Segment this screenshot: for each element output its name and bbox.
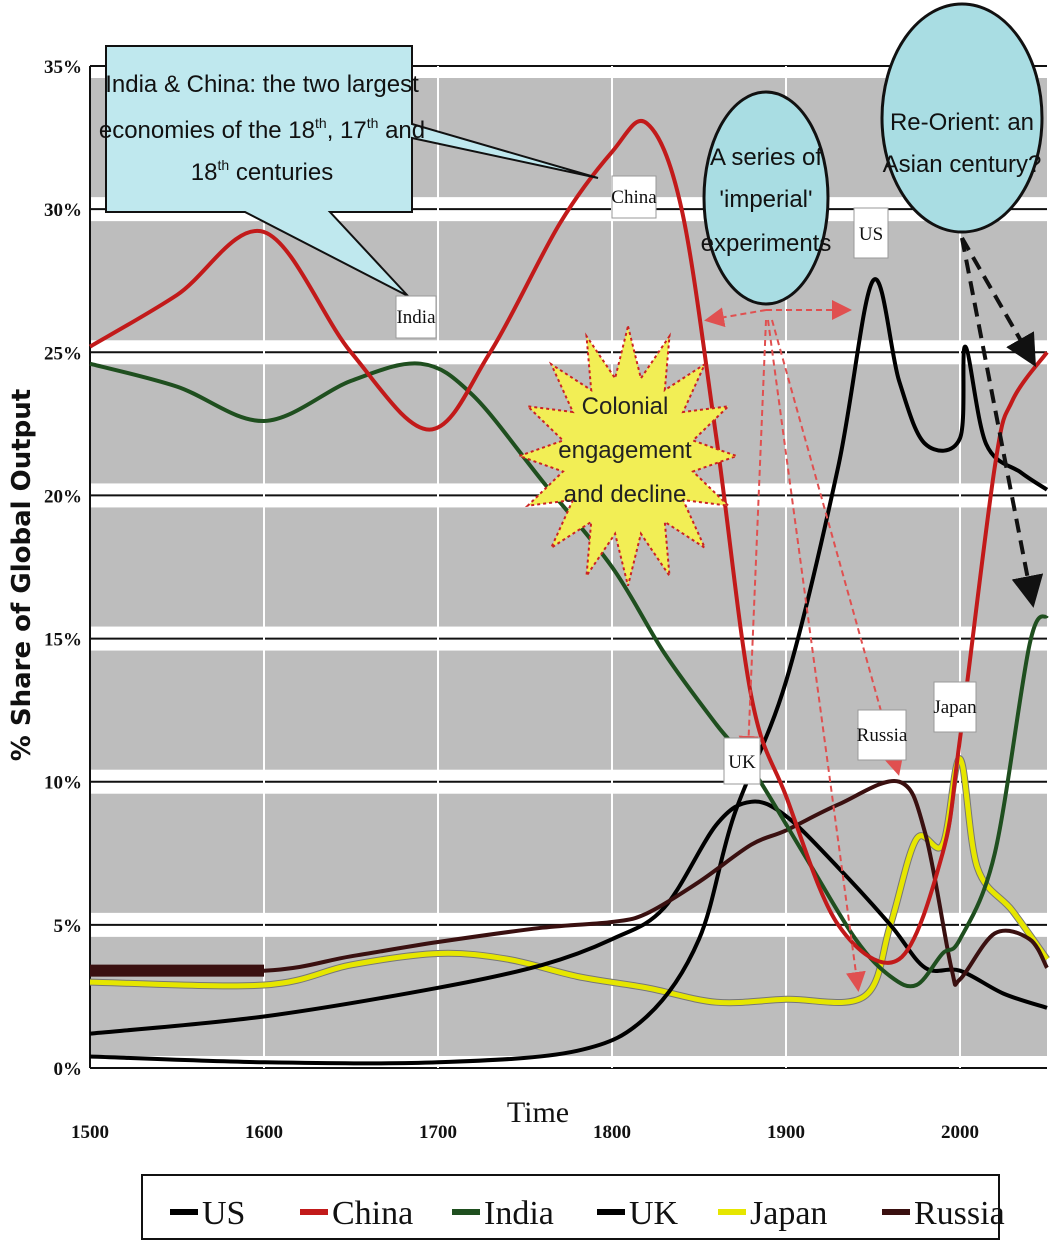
bubble-reorient: Re-Orient: an Asian century? (880, 2, 1044, 234)
arrow-to-china-future (960, 237, 1036, 367)
colonial-star-line2: engagement (558, 437, 692, 464)
legend-item-russia: Russia (882, 1195, 1005, 1232)
legend-label: China (332, 1195, 413, 1232)
x-axis-ticks: 1500 1600 1700 1800 1900 2000 (71, 1122, 979, 1143)
series-russia-line (89, 778, 1049, 987)
series-india-line (89, 361, 1049, 989)
svg-text:UK: UK (728, 752, 756, 773)
bubble-imperial: A series of 'imperial' experiments (701, 90, 832, 306)
bubble-reorient-line1: Re-Orient: an (890, 109, 1034, 136)
reorient-arrows (960, 237, 1044, 608)
bubble-imperial-line2: 'imperial' (719, 186, 812, 213)
legend-item-india: India (452, 1195, 554, 1232)
x-tick-label: 1500 (71, 1122, 109, 1143)
svg-text:Japan: Japan (933, 697, 977, 718)
x-tick-label: 1600 (245, 1122, 283, 1143)
y-tick-label: 30% (44, 200, 82, 221)
series-uk-line (89, 799, 1048, 1036)
legend-item-japan: Japan (718, 1195, 827, 1232)
y-axis-ticks: 0% 5% 10% 15% 20% 25% 30% 35% (44, 57, 82, 1080)
x-tick-label: 1800 (593, 1122, 631, 1143)
series-layer (88, 119, 1050, 1066)
y-tick-label: 10% (44, 773, 82, 794)
arrow-to-india-future (960, 237, 1044, 608)
y-tick-label: 0% (54, 1059, 83, 1080)
svg-text:China: China (611, 187, 657, 208)
bubble-india-china-line2: economies of the 18th, 17th and (99, 115, 425, 144)
bubble-india-china-line1: India & China: the two largest (105, 71, 419, 98)
y-tick-label: 15% (44, 630, 82, 651)
label-uk: UK (723, 737, 761, 785)
x-tick-label: 1700 (419, 1122, 457, 1143)
series-china-line (88, 119, 1049, 965)
arrow-to-japan (767, 319, 866, 992)
svg-text:US: US (859, 224, 883, 245)
y-tick-label: 20% (44, 486, 82, 507)
y-axis-title: % Share of Global Output (7, 389, 37, 761)
imperial-arrows (704, 300, 904, 992)
legend-label: India (484, 1195, 554, 1232)
legend-label: Russia (914, 1195, 1005, 1232)
legend-label: US (202, 1195, 245, 1232)
colonial-star-line3: and decline (564, 481, 687, 508)
grid-band (90, 793, 1047, 913)
y-tick-label: 35% (44, 57, 82, 78)
legend-label: Japan (750, 1195, 827, 1232)
legend-item-china: China (300, 1195, 413, 1232)
label-japan: Japan (933, 681, 977, 733)
x-tick-label: 1900 (767, 1122, 805, 1143)
svg-text:India: India (396, 307, 436, 328)
label-india: India (395, 295, 437, 339)
colonial-star-line1: Colonial (582, 393, 669, 420)
y-tick-label: 25% (44, 343, 82, 364)
label-us: US (853, 207, 889, 259)
label-russia: Russia (857, 709, 908, 761)
svg-text:Russia: Russia (857, 725, 908, 746)
bubble-india-china: India & China: the two largest economies… (99, 45, 599, 297)
x-axis-title: Time (507, 1096, 569, 1129)
label-china: China (611, 175, 657, 219)
bubble-india-china-line3: 18th centuries (191, 157, 333, 186)
bubble-imperial-line3: experiments (701, 230, 832, 257)
series-japan-line (89, 756, 1050, 1006)
y-tick-label: 5% (54, 916, 83, 937)
legend-label: UK (629, 1195, 679, 1232)
arrow-to-russia (771, 319, 904, 776)
bubble-reorient-line2: Asian century? (883, 151, 1042, 178)
series-labels: China India US UK Russia Japan (395, 175, 977, 785)
legend: US China India UK Japan Russia (141, 1174, 1005, 1240)
series-us-line (89, 277, 1049, 1066)
plot-area (90, 66, 1047, 1068)
bubble-imperial-line1: A series of (710, 144, 822, 171)
x-tick-label: 2000 (941, 1122, 979, 1143)
legend-item-us: US (170, 1195, 245, 1232)
legend-item-uk: UK (597, 1195, 679, 1232)
colonial-star: Colonial engagement and decline (516, 325, 740, 587)
arrow-to-uk (738, 319, 767, 756)
